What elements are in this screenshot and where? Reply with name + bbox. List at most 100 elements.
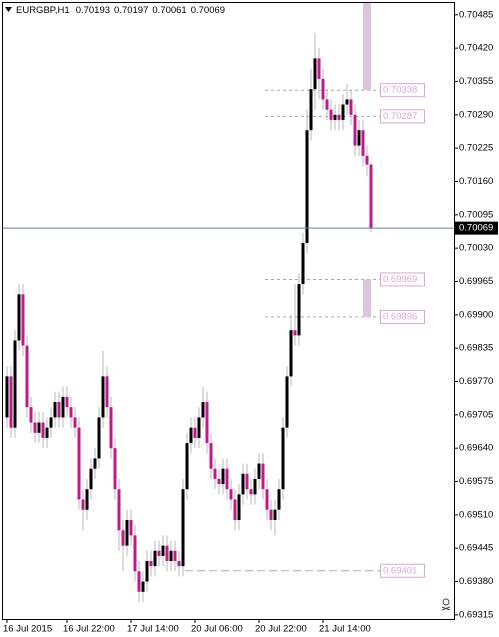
- candle-body: [305, 130, 309, 244]
- candle-body: [109, 407, 113, 449]
- candle-body: [85, 489, 89, 510]
- candle-body: [329, 109, 333, 120]
- candle-body: [293, 330, 297, 336]
- candle-body: [33, 422, 37, 433]
- ohlc-open: 0.70193: [76, 5, 110, 16]
- candle-body: [185, 443, 189, 490]
- x-tick-label: 16 Jul 2015: [3, 624, 52, 635]
- candle-body: [61, 396, 65, 418]
- x-tick-label: 20 Jul 22:00: [255, 624, 307, 635]
- y-tick-label: 0.70095: [459, 209, 493, 220]
- candle-body: [21, 294, 25, 346]
- candle-body: [321, 78, 325, 100]
- candle-body: [81, 499, 85, 510]
- candle-body: [297, 284, 301, 336]
- y-tick-label: 0.69445: [459, 543, 493, 554]
- level-label: 0.69896: [383, 311, 417, 322]
- candle-body: [229, 489, 233, 500]
- candle-body: [341, 104, 345, 120]
- level-label-box: [380, 272, 425, 287]
- candle-body: [65, 396, 69, 408]
- candle-body: [13, 340, 17, 428]
- y-tick-label: 0.70485: [459, 9, 493, 20]
- candle-body: [37, 422, 41, 433]
- candle-body: [181, 489, 185, 567]
- candle-body: [73, 417, 77, 428]
- candle-body: [201, 402, 205, 418]
- y-tick-label: 0.69705: [459, 409, 493, 420]
- x-tick-label: 20 Jul 06:00: [191, 624, 243, 635]
- candle-body: [301, 243, 305, 285]
- candle-body: [173, 550, 177, 562]
- symbol: EURGBP,H1: [16, 5, 70, 16]
- candle-body: [9, 376, 13, 428]
- level-label-box: [380, 83, 425, 98]
- candle-body: [197, 417, 201, 438]
- level-label: 0.70338: [383, 85, 417, 96]
- candle-body: [189, 427, 193, 444]
- candle-body: [249, 489, 253, 495]
- candle-body: [265, 489, 269, 510]
- candle-body: [349, 99, 353, 115]
- header-icon: [5, 7, 12, 12]
- candle-body: [149, 561, 153, 567]
- candle-body: [53, 402, 57, 418]
- chart-header: EURGBP,H1 0.70193 0.70197 0.70061 0.70069: [16, 5, 225, 16]
- level-zone: [363, 279, 371, 317]
- y-tick-label: 0.70290: [459, 109, 493, 120]
- skull-icon: [441, 598, 451, 611]
- candle-body: [313, 58, 317, 90]
- y-tick-label: 0.69900: [459, 309, 493, 320]
- candle-body: [261, 463, 265, 490]
- y-tick-label: 0.70355: [459, 76, 493, 87]
- candle-body: [141, 581, 145, 592]
- candle-body: [217, 478, 221, 485]
- ohlc-high: 0.70197: [114, 5, 148, 16]
- candle-body: [169, 550, 173, 562]
- candle-body: [193, 427, 197, 438]
- level-label: 0.70287: [383, 111, 417, 122]
- candle-body: [209, 443, 213, 469]
- candle-body: [157, 550, 161, 556]
- level-label: 0.69969: [383, 274, 417, 285]
- candle-body: [117, 489, 121, 531]
- candle-body: [93, 458, 97, 469]
- candle-body: [165, 545, 169, 562]
- candle-body: [25, 345, 29, 408]
- candle-body: [357, 130, 361, 146]
- x-tick-label: 21 Jul 14:00: [319, 624, 371, 635]
- candle-body: [153, 550, 157, 567]
- candle-body: [129, 519, 133, 536]
- y-tick-label: 0.69835: [459, 343, 493, 354]
- candle-body: [289, 330, 293, 377]
- candle-body: [133, 535, 137, 572]
- candle-body: [365, 155, 369, 165]
- candle-body: [353, 114, 357, 146]
- candle-body: [145, 561, 149, 582]
- candle-body: [277, 489, 281, 510]
- y-tick-label: 0.69315: [459, 609, 493, 620]
- y-tick-label: 0.70420: [459, 43, 493, 54]
- level-label: 0.69401: [383, 565, 417, 576]
- candle-body: [285, 376, 289, 428]
- y-tick-label: 0.69770: [459, 376, 493, 387]
- level-label-box: [380, 563, 425, 578]
- level-label-box: [380, 109, 425, 124]
- candle-body: [225, 468, 229, 490]
- candle-body: [337, 114, 341, 120]
- candle-body: [17, 294, 21, 341]
- candle-body: [309, 89, 313, 131]
- candle-body: [325, 99, 329, 110]
- candle-body: [49, 417, 53, 428]
- candle-body: [121, 530, 125, 546]
- candle-body: [161, 545, 165, 556]
- candle-body: [137, 571, 141, 592]
- candle-body: [237, 494, 241, 520]
- x-tick-label: 16 Jul 22:00: [63, 624, 115, 635]
- candle-body: [45, 427, 49, 438]
- y-tick-label: 0.69965: [459, 276, 493, 287]
- candle-body: [257, 463, 261, 479]
- y-tick-label: 0.69640: [459, 443, 493, 454]
